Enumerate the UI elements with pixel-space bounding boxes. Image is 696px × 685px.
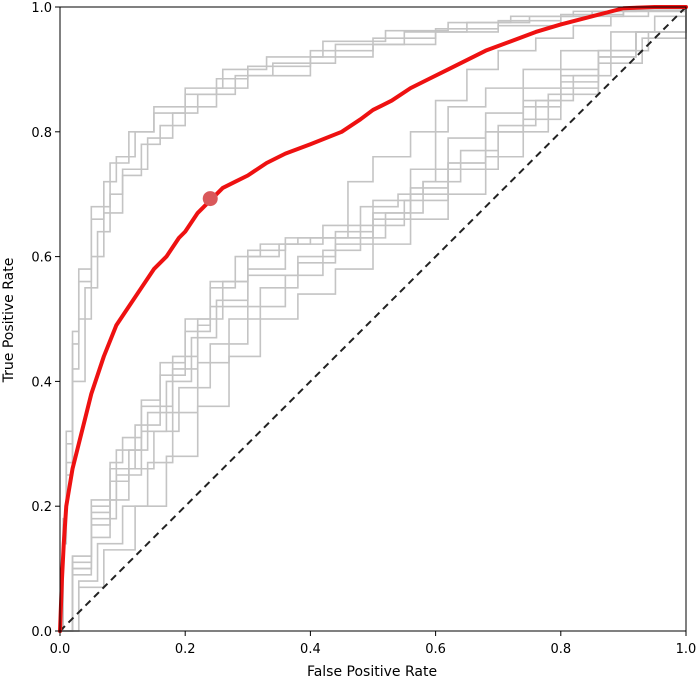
y-axis-label: True Positive Rate bbox=[1, 258, 17, 384]
y-tick-label: 0.2 bbox=[31, 500, 52, 515]
x-ticks: 0.0 0.2 0.4 0.6 0.8 1.0 bbox=[50, 631, 696, 657]
x-tick-label: 0.0 bbox=[50, 642, 71, 657]
background-roc-curve-9 bbox=[60, 7, 687, 632]
highlighted-roc-line bbox=[58, 5, 688, 633]
highlight-layer bbox=[58, 5, 688, 633]
chance-diagonal-line bbox=[59, 6, 687, 632]
x-tick-label: 0.6 bbox=[425, 642, 446, 657]
background-roc-curve-4 bbox=[60, 7, 687, 632]
background-roc-curve-5 bbox=[60, 7, 687, 632]
y-tick-label: 1.0 bbox=[31, 1, 52, 16]
background-roc-curve-12 bbox=[60, 7, 687, 632]
background-curves bbox=[60, 7, 687, 632]
y-tick-label: 0.4 bbox=[31, 375, 52, 390]
diagonal-layer bbox=[59, 6, 687, 632]
operating-point-marker bbox=[202, 191, 218, 207]
y-ticks: 0.0 0.2 0.4 0.6 0.8 1.0 bbox=[31, 1, 60, 640]
x-axis-label: False Positive Rate bbox=[307, 664, 437, 680]
axes bbox=[59, 6, 687, 632]
y-tick-label: 0.8 bbox=[31, 126, 52, 141]
y-tick-label: 0.6 bbox=[31, 251, 52, 266]
axes-frame bbox=[59, 6, 687, 632]
background-roc-curve-11 bbox=[60, 7, 687, 632]
x-tick-label: 0.2 bbox=[175, 642, 196, 657]
y-tick-label: 0.0 bbox=[31, 625, 52, 640]
x-tick-label: 0.8 bbox=[550, 642, 571, 657]
x-tick-label: 1.0 bbox=[676, 642, 696, 657]
marker-layer bbox=[202, 191, 218, 207]
x-tick-label: 0.4 bbox=[300, 642, 321, 657]
